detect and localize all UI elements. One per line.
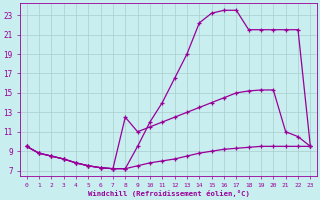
X-axis label: Windchill (Refroidissement éolien,°C): Windchill (Refroidissement éolien,°C) — [87, 190, 249, 197]
